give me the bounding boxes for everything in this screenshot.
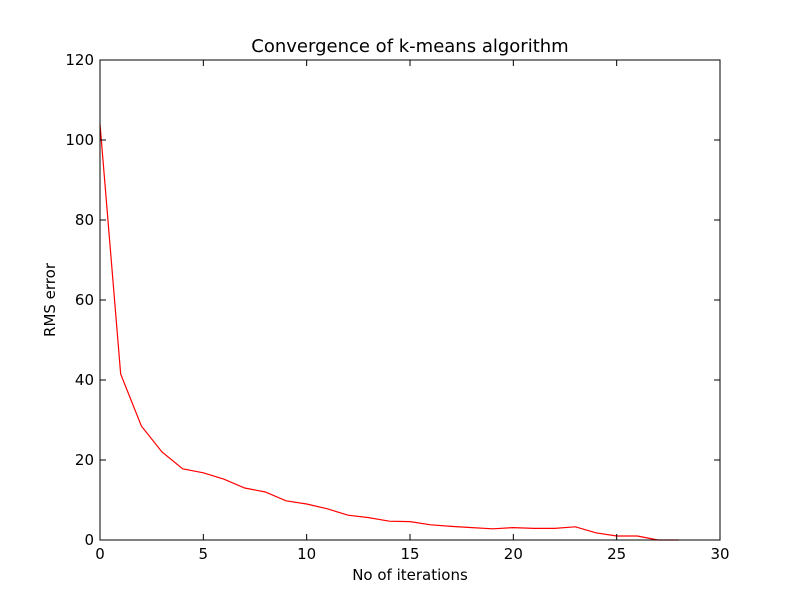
axes-frame — [99, 59, 721, 541]
x-tick-label: 0 — [95, 545, 105, 563]
x-axis-label: No of iterations — [352, 566, 468, 584]
plot-area — [99, 123, 679, 541]
y-tick-label: 40 — [75, 371, 94, 389]
x-tick-label: 5 — [199, 545, 209, 563]
x-tick-label: 30 — [710, 545, 729, 563]
y-tick-label: 0 — [84, 531, 94, 549]
x-tick-label: 15 — [400, 545, 419, 563]
y-tick-label: 100 — [65, 131, 94, 149]
x-tick-label: 25 — [607, 545, 626, 563]
x-tick-label: 20 — [504, 545, 523, 563]
y-tick-label: 60 — [75, 291, 94, 309]
x-tick-label: 10 — [297, 545, 316, 563]
y-axis-label: RMS error — [41, 262, 59, 337]
series-line-0 — [99, 123, 679, 541]
chart-title: Convergence of k-means algorithm — [251, 36, 568, 57]
y-tick-label: 80 — [75, 211, 94, 229]
y-tick-label: 20 — [75, 451, 94, 469]
y-tick-label: 120 — [65, 51, 94, 69]
axis-ticks: 0 5 10 15 20 25 30 0 20 40 60 80 100 120 — [65, 51, 729, 563]
